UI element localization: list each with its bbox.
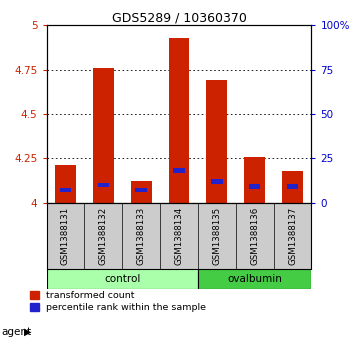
Bar	[135, 188, 147, 192]
Text: GSM1388137: GSM1388137	[288, 207, 297, 265]
Bar	[55, 166, 76, 203]
Bar	[47, 269, 198, 289]
Text: agent: agent	[2, 327, 32, 337]
Text: ▶: ▶	[24, 327, 32, 337]
Bar	[131, 181, 151, 203]
Text: GSM1388135: GSM1388135	[212, 207, 221, 265]
Text: GSM1388134: GSM1388134	[174, 207, 184, 265]
Bar	[244, 156, 265, 203]
Text: ovalbumin: ovalbumin	[227, 274, 282, 284]
Text: GSM1388131: GSM1388131	[61, 207, 70, 265]
Bar	[287, 184, 298, 189]
Bar	[211, 179, 223, 184]
Text: GSM1388132: GSM1388132	[99, 207, 108, 265]
Bar	[93, 68, 114, 203]
Bar	[282, 171, 303, 203]
Legend: transformed count, percentile rank within the sample: transformed count, percentile rank withi…	[30, 291, 206, 312]
Bar	[60, 188, 71, 192]
Text: GSM1388133: GSM1388133	[137, 207, 146, 265]
Bar	[207, 80, 227, 203]
Bar	[198, 269, 311, 289]
Bar	[169, 38, 189, 203]
Text: GSM1388136: GSM1388136	[250, 207, 259, 265]
Bar	[173, 168, 185, 173]
Bar	[249, 184, 260, 189]
Title: GDS5289 / 10360370: GDS5289 / 10360370	[112, 11, 246, 24]
Bar	[98, 183, 109, 187]
Text: control: control	[104, 274, 140, 284]
